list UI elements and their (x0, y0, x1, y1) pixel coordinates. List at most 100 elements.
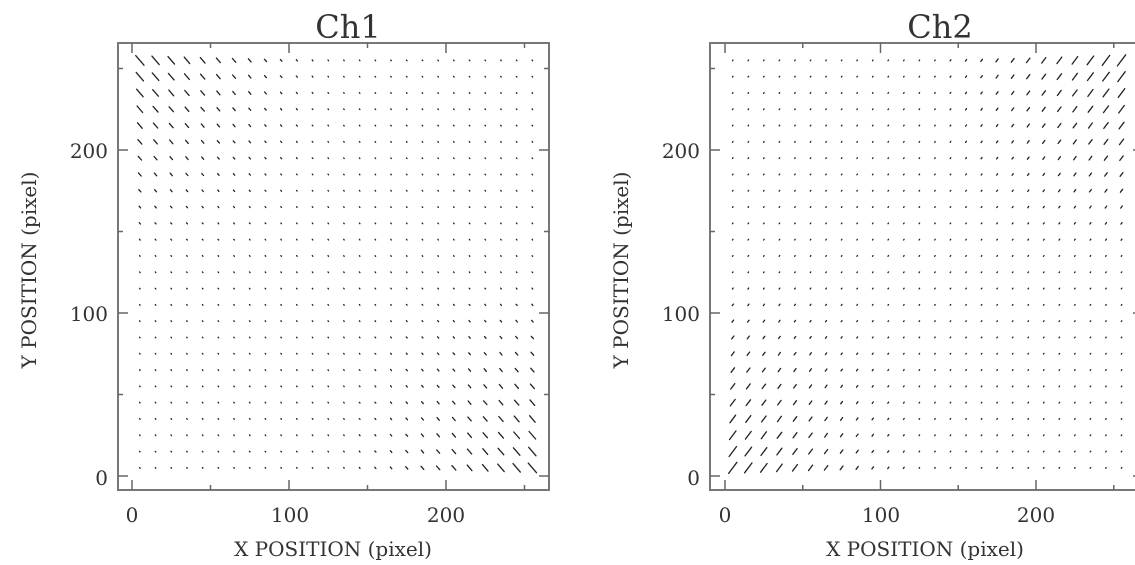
vector (154, 320, 157, 323)
vector (1105, 450, 1107, 453)
vector (248, 352, 251, 355)
vector (405, 108, 408, 111)
vector (840, 384, 844, 389)
vector (358, 369, 361, 372)
vector (996, 238, 999, 241)
vector (809, 319, 812, 323)
vector (500, 238, 502, 241)
vector (762, 124, 765, 127)
vector (343, 222, 345, 225)
vector (839, 433, 844, 438)
vector (390, 255, 392, 257)
vector (949, 91, 952, 95)
vector (248, 91, 252, 95)
vector (731, 271, 734, 274)
vector (809, 173, 812, 176)
vector (1089, 287, 1092, 290)
vector (217, 254, 220, 257)
vector (436, 416, 440, 421)
vector (727, 461, 738, 475)
vector (996, 336, 999, 339)
vector (169, 205, 173, 209)
vector (437, 140, 440, 143)
vector (279, 124, 283, 127)
vector (887, 450, 890, 453)
vector (186, 417, 188, 420)
vector (949, 450, 952, 453)
vector (500, 271, 502, 274)
vector (793, 287, 796, 290)
vector (1118, 104, 1125, 114)
vector (467, 432, 473, 439)
vector (343, 466, 345, 469)
vector (856, 271, 859, 274)
vector (170, 434, 173, 437)
vector (280, 417, 283, 420)
vector (515, 189, 518, 192)
vector (468, 108, 471, 111)
vector (170, 254, 173, 257)
vector (840, 189, 843, 192)
vector (778, 271, 781, 274)
vector (1089, 222, 1092, 225)
vector (980, 336, 983, 339)
vector (1104, 221, 1108, 225)
vector (295, 189, 298, 192)
vector (311, 320, 314, 323)
vector (233, 466, 235, 469)
vector (949, 466, 952, 469)
vector (809, 124, 812, 127)
vector (887, 91, 890, 94)
vector (824, 400, 828, 405)
vector (248, 222, 251, 225)
vector (358, 450, 361, 453)
vector (1042, 320, 1045, 323)
vector (358, 466, 361, 469)
vector (778, 222, 781, 225)
vector (791, 463, 799, 472)
vector (1011, 336, 1014, 339)
vector (311, 206, 314, 209)
vector (980, 466, 983, 469)
vector (747, 157, 750, 160)
vector (918, 157, 921, 160)
vector (980, 205, 983, 209)
vector (437, 238, 440, 241)
vector (995, 107, 999, 111)
vector (530, 335, 535, 340)
vector (918, 254, 921, 257)
vector (498, 383, 504, 389)
vector (168, 106, 175, 113)
vector (374, 271, 377, 274)
vector (358, 385, 361, 388)
vector (531, 92, 534, 94)
vector (482, 416, 488, 422)
vector (949, 124, 952, 127)
vector (216, 140, 221, 144)
vector (327, 75, 330, 78)
vector (169, 189, 173, 193)
vector (794, 75, 796, 78)
vector (358, 401, 361, 404)
vector (248, 434, 251, 437)
vector (263, 91, 267, 95)
vector (918, 124, 921, 127)
vector (809, 271, 812, 274)
vector (949, 189, 952, 192)
vector (499, 319, 503, 323)
vector (1042, 369, 1045, 372)
vector (358, 434, 361, 437)
vector (965, 450, 967, 453)
vector (1011, 320, 1014, 323)
vector (343, 92, 345, 94)
vector (217, 352, 220, 355)
vector (902, 91, 905, 94)
vector (965, 206, 967, 209)
vector (513, 431, 521, 440)
vector (840, 75, 843, 78)
vector (264, 401, 267, 404)
vector (311, 417, 314, 420)
vector (918, 434, 921, 437)
vector (216, 107, 221, 112)
